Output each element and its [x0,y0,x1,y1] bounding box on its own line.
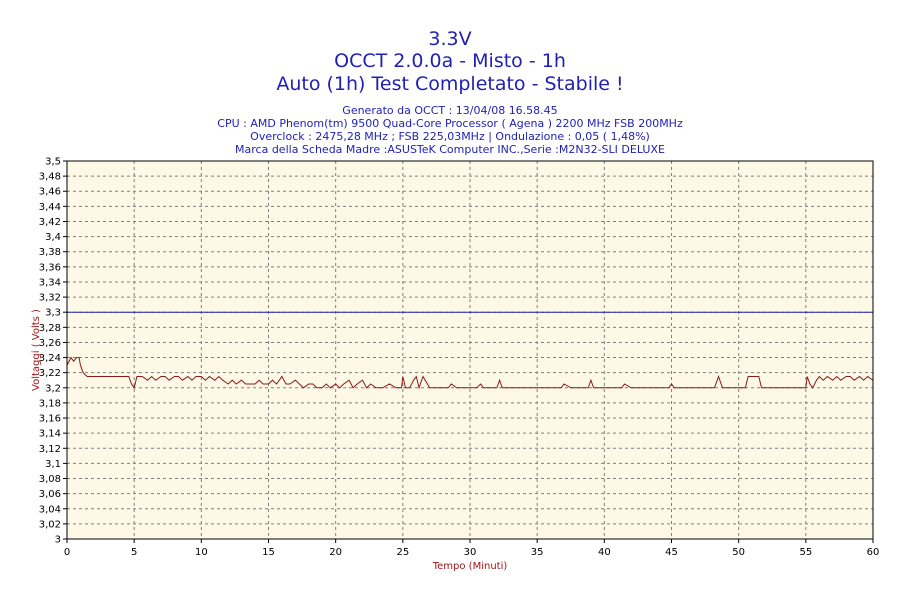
y-tick-label: 3,26 [39,338,61,349]
y-tick-label: 3,08 [39,474,61,485]
y-tick-label: 3,3 [45,308,61,319]
y-tick-label: 3,14 [39,429,61,440]
y-tick-label: 3,5 [45,157,61,168]
y-tick-label: 3,32 [39,293,61,304]
x-tick-label: 5 [131,547,137,558]
y-tick-label: 3,18 [39,398,61,409]
y-tick-label: 3,2 [45,383,61,394]
x-tick-label: 35 [531,547,544,558]
y-tick-label: 3,22 [39,368,61,379]
chart-title-software: OCCT 2.0.0a - Misto - 1h [334,50,566,72]
y-tick-label: 3,12 [39,444,61,455]
y-tick-label: 3,04 [39,504,61,515]
x-tick-label: 60 [867,547,880,558]
y-tick-label: 3,46 [39,187,61,198]
x-tick-label: 30 [464,547,477,558]
chart-title-voltage: 3.3V [428,28,472,50]
x-tick-label: 25 [396,547,409,558]
y-axis-ticks: 3 3,02 3,04 3,06 3,08 3,1 3,12 3,14 3,16 3,18 3,2 3… [39,157,67,546]
x-tick-label: 20 [329,547,342,558]
y-tick-label: 3 [55,535,61,546]
x-tick-label: 10 [195,547,208,558]
y-tick-label: 3,42 [39,217,61,228]
info-motherboard: Marca della Scheda Madre :ASUSTeK Comput… [235,143,665,156]
chart-title-status: Auto (1h) Test Completato - Stabile ! [276,73,624,95]
x-tick-label: 0 [64,547,70,558]
x-tick-label: 50 [732,547,745,558]
x-tick-label: 40 [598,547,611,558]
y-tick-label: 3,4 [45,232,61,243]
x-tick-label: 15 [262,547,275,558]
y-tick-label: 3,02 [39,519,61,530]
y-tick-label: 3,16 [39,414,61,425]
y-axis-label: Voltaggi ( Volts ) [31,309,42,391]
info-overclock: Overclock : 2475,28 MHz ; FSB 225,03MHz … [250,130,650,143]
y-tick-label: 3,28 [39,323,61,334]
y-tick-label: 3,24 [39,353,61,364]
x-tick-label: 45 [665,547,678,558]
info-generated: Generato da OCCT : 13/04/08 16.58.45 [342,104,558,117]
plot-frame [66,160,874,540]
x-tick-label: 55 [799,547,812,558]
y-tick-label: 3,06 [39,489,61,500]
x-axis-label: Tempo (Minuti) [432,561,508,572]
y-tick-label: 3,1 [45,459,61,470]
series-line-3v3 [66,356,874,390]
y-tick-label: 3,48 [39,172,61,183]
y-tick-label: 3,34 [39,277,61,288]
y-tick-label: 3,44 [39,202,61,213]
x-axis-ticks: 0 5 10 15 20 25 30 35 40 45 50 55 60 [64,539,880,558]
y-tick-label: 3,36 [39,262,61,273]
y-tick-label: 3,38 [39,247,61,258]
info-cpu: CPU : AMD Phenom(tm) 9500 Quad-Core Proc… [217,117,683,130]
